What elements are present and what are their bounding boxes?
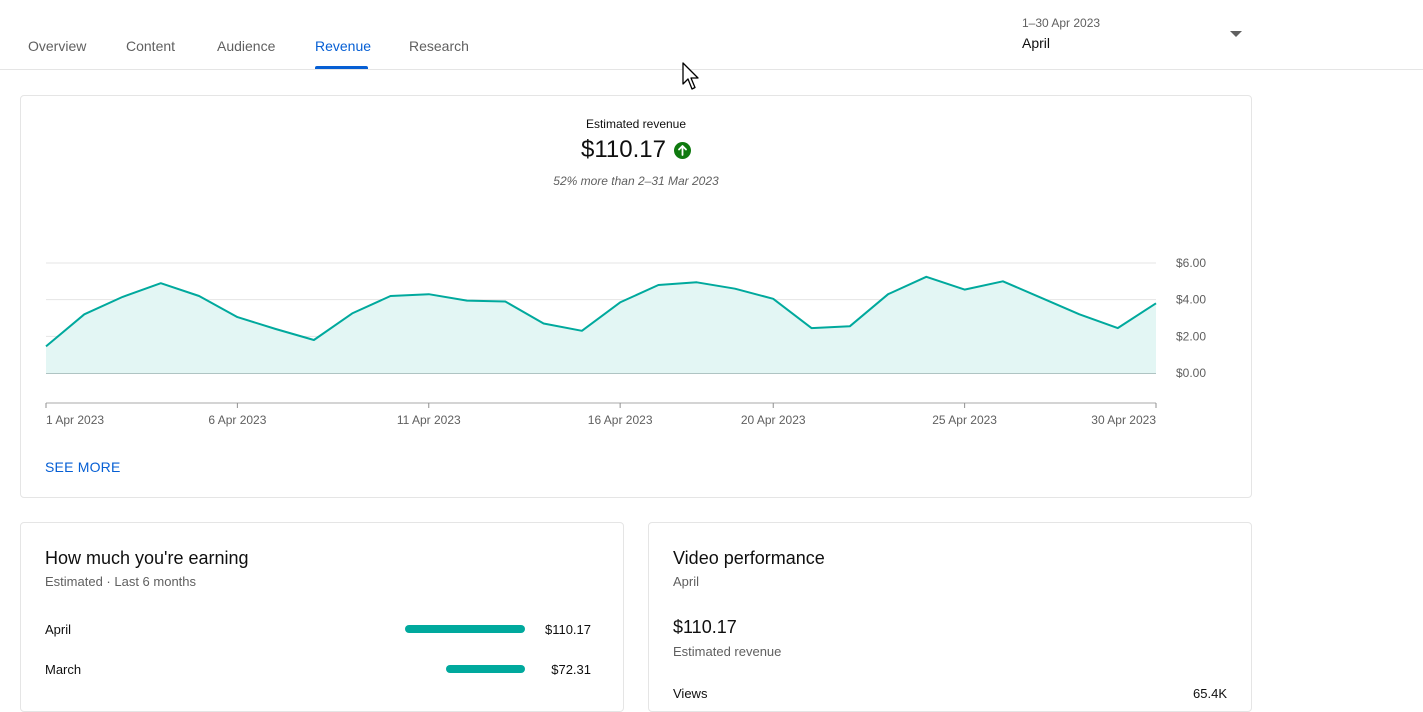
y-tick-label: $0.00 (1176, 366, 1206, 380)
date-range-value: April (1022, 35, 1050, 51)
estimated-revenue-card: Estimated revenue $110.17 52% more than … (20, 95, 1252, 498)
earning-card-title: How much you're earning (45, 548, 249, 569)
earning-row-label: April (45, 622, 71, 637)
y-tick-label: $4.00 (1176, 293, 1206, 307)
revenue-line-chart: $0.00 $2.00 $4.00 $6.00 1 Apr 2023 6 Apr 2023… (21, 96, 1251, 446)
y-tick-label: $6.00 (1176, 256, 1206, 270)
video-performance-card: Video performance April $110.17 Estimate… (648, 522, 1252, 712)
tab-research[interactable]: Research (409, 38, 469, 54)
earning-row-value: $110.17 (545, 622, 591, 637)
x-tick-label: 11 Apr 2023 (397, 413, 461, 427)
earning-row-value: $72.31 (551, 662, 591, 677)
see-more-link[interactable]: SEE MORE (45, 459, 121, 475)
views-value: 65.4K (1193, 686, 1227, 701)
earning-card-subtitle: Estimated · Last 6 months (45, 574, 196, 589)
earning-card: How much you're earning Estimated · Last… (20, 522, 624, 712)
video-revenue-label: Estimated revenue (673, 644, 781, 659)
tab-revenue[interactable]: Revenue (315, 38, 371, 54)
mouse-cursor-icon (682, 62, 702, 92)
views-label: Views (673, 686, 707, 701)
video-card-title: Video performance (673, 548, 825, 569)
x-tick-label: 20 Apr 2023 (741, 413, 806, 427)
tab-content[interactable]: Content (126, 38, 175, 54)
x-tick-label: 6 Apr 2023 (208, 413, 266, 427)
earning-bar (405, 625, 525, 633)
top-navigation: Overview Content Audience Revenue Resear… (0, 0, 1423, 70)
active-tab-indicator (315, 66, 368, 69)
series-area (46, 277, 1156, 373)
earning-row-label: March (45, 662, 81, 677)
y-tick-label: $2.00 (1176, 329, 1206, 343)
x-tick-label: 1 Apr 2023 (46, 413, 104, 427)
earning-bar (446, 665, 525, 673)
x-tick-label: 25 Apr 2023 (932, 413, 997, 427)
video-revenue-value: $110.17 (673, 617, 737, 638)
tab-audience[interactable]: Audience (217, 38, 275, 54)
dropdown-arrow-icon[interactable] (1230, 31, 1242, 37)
x-tick-label: 16 Apr 2023 (588, 413, 653, 427)
date-range-label: 1–30 Apr 2023 (1022, 16, 1100, 30)
video-card-subtitle: April (673, 574, 699, 589)
tab-overview[interactable]: Overview (28, 38, 86, 54)
x-tick-label: 30 Apr 2023 (1091, 413, 1156, 427)
